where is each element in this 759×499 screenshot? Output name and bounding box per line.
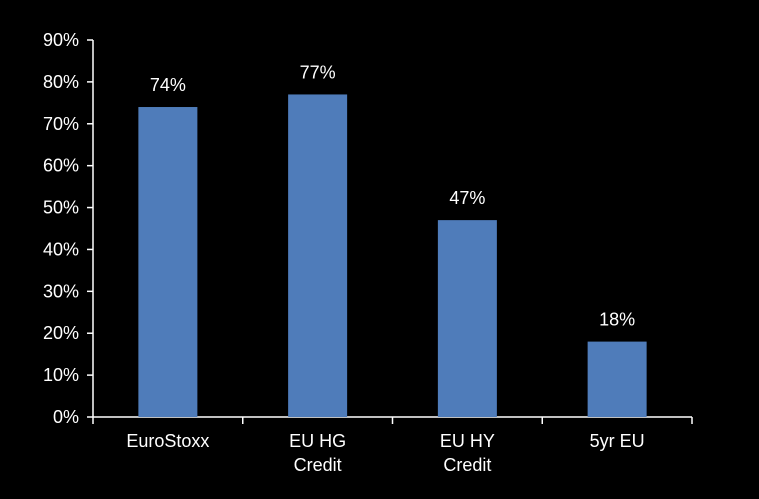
y-tick-label: 90% bbox=[43, 30, 79, 50]
category-label-line: EU HY bbox=[440, 431, 495, 451]
y-tick-label: 50% bbox=[43, 198, 79, 218]
category-label: 5yr EU bbox=[590, 431, 645, 451]
bar bbox=[288, 94, 348, 417]
y-tick-label: 0% bbox=[53, 407, 79, 427]
data-labels: 74% 77% 47% 18% bbox=[150, 62, 635, 329]
category-label: EU HG Credit bbox=[289, 431, 346, 475]
bars bbox=[138, 94, 647, 418]
y-tick-label: 60% bbox=[43, 156, 79, 176]
bar bbox=[587, 341, 647, 417]
category-label: EU HY Credit bbox=[440, 431, 495, 475]
y-tick-label: 10% bbox=[43, 365, 79, 385]
bar bbox=[437, 220, 497, 417]
data-label: 47% bbox=[449, 188, 485, 208]
y-tick-label: 20% bbox=[43, 323, 79, 343]
category-label-line: EuroStoxx bbox=[126, 431, 209, 451]
category-label-line: EU HG bbox=[289, 431, 346, 451]
category-label-line: Credit bbox=[443, 455, 491, 475]
bar bbox=[138, 107, 198, 418]
x-axis bbox=[92, 416, 693, 424]
category-label: EuroStoxx bbox=[126, 431, 209, 451]
category-label-line: 5yr EU bbox=[590, 431, 645, 451]
category-label-line: Credit bbox=[294, 455, 342, 475]
category-labels: EuroStoxx EU HG Credit EU HY Credit 5yr EU bbox=[126, 431, 644, 475]
y-tick-label: 40% bbox=[43, 239, 79, 259]
data-label: 77% bbox=[300, 62, 336, 82]
data-label: 74% bbox=[150, 75, 186, 95]
y-tick-label: 30% bbox=[43, 281, 79, 301]
y-tick-label: 80% bbox=[43, 72, 79, 92]
y-axis: 0% 10% 20% 30% 40% 50% 60% 70% 80% 90% bbox=[43, 30, 94, 427]
y-tick-label: 70% bbox=[43, 114, 79, 134]
data-label: 18% bbox=[599, 310, 635, 330]
